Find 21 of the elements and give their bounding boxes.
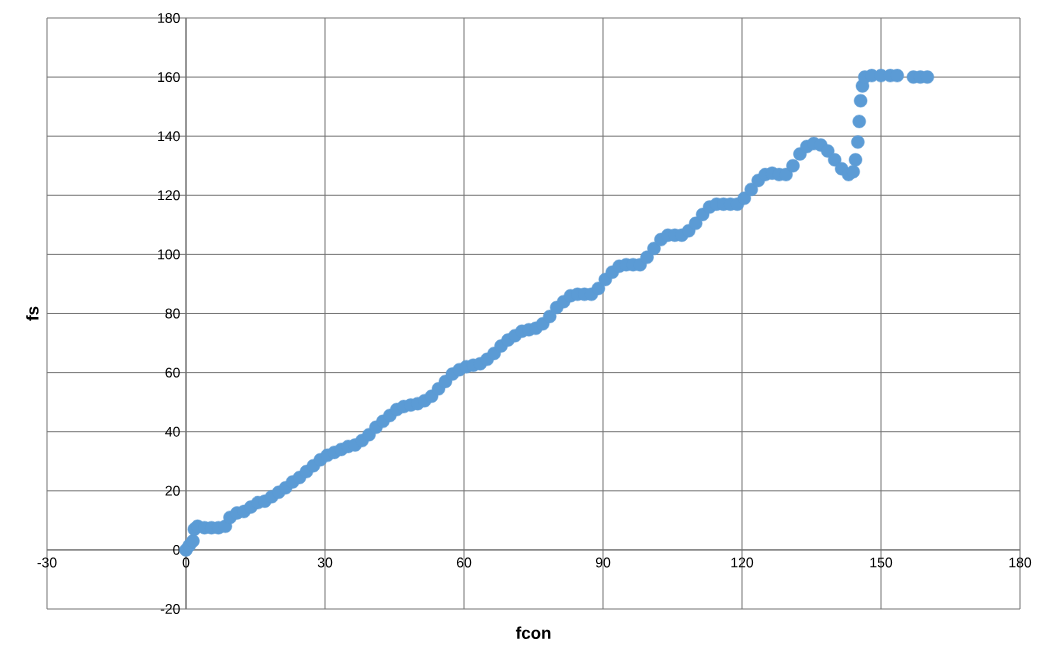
x-tick-label: 30	[317, 557, 333, 568]
y-tick-label: 40	[165, 426, 180, 437]
y-tick-label: 60	[165, 367, 180, 378]
x-tick-label: 120	[731, 557, 754, 568]
y-tick-label: 20	[165, 485, 180, 496]
x-tick-label: 90	[595, 557, 611, 568]
y-tick-label: 0	[173, 544, 180, 555]
y-tick-label: -20	[160, 604, 180, 614]
y-tick-label: 120	[158, 190, 180, 201]
x-tick-label: 60	[456, 557, 472, 568]
y-tick-label: 80	[165, 308, 180, 319]
x-tick-label: 0	[182, 557, 190, 568]
x-tick-label: 150	[870, 557, 893, 568]
y-tick-label: 100	[158, 249, 180, 260]
y-axis-title: fs	[26, 306, 39, 321]
x-tick-label: -30	[37, 557, 57, 568]
x-axis-title: fcon	[515, 626, 551, 639]
x-tick-label: 180	[1009, 557, 1032, 568]
y-tick-label: 160	[158, 72, 180, 83]
y-tick-label: 180	[158, 13, 180, 23]
y-tick-label: 140	[158, 131, 180, 142]
